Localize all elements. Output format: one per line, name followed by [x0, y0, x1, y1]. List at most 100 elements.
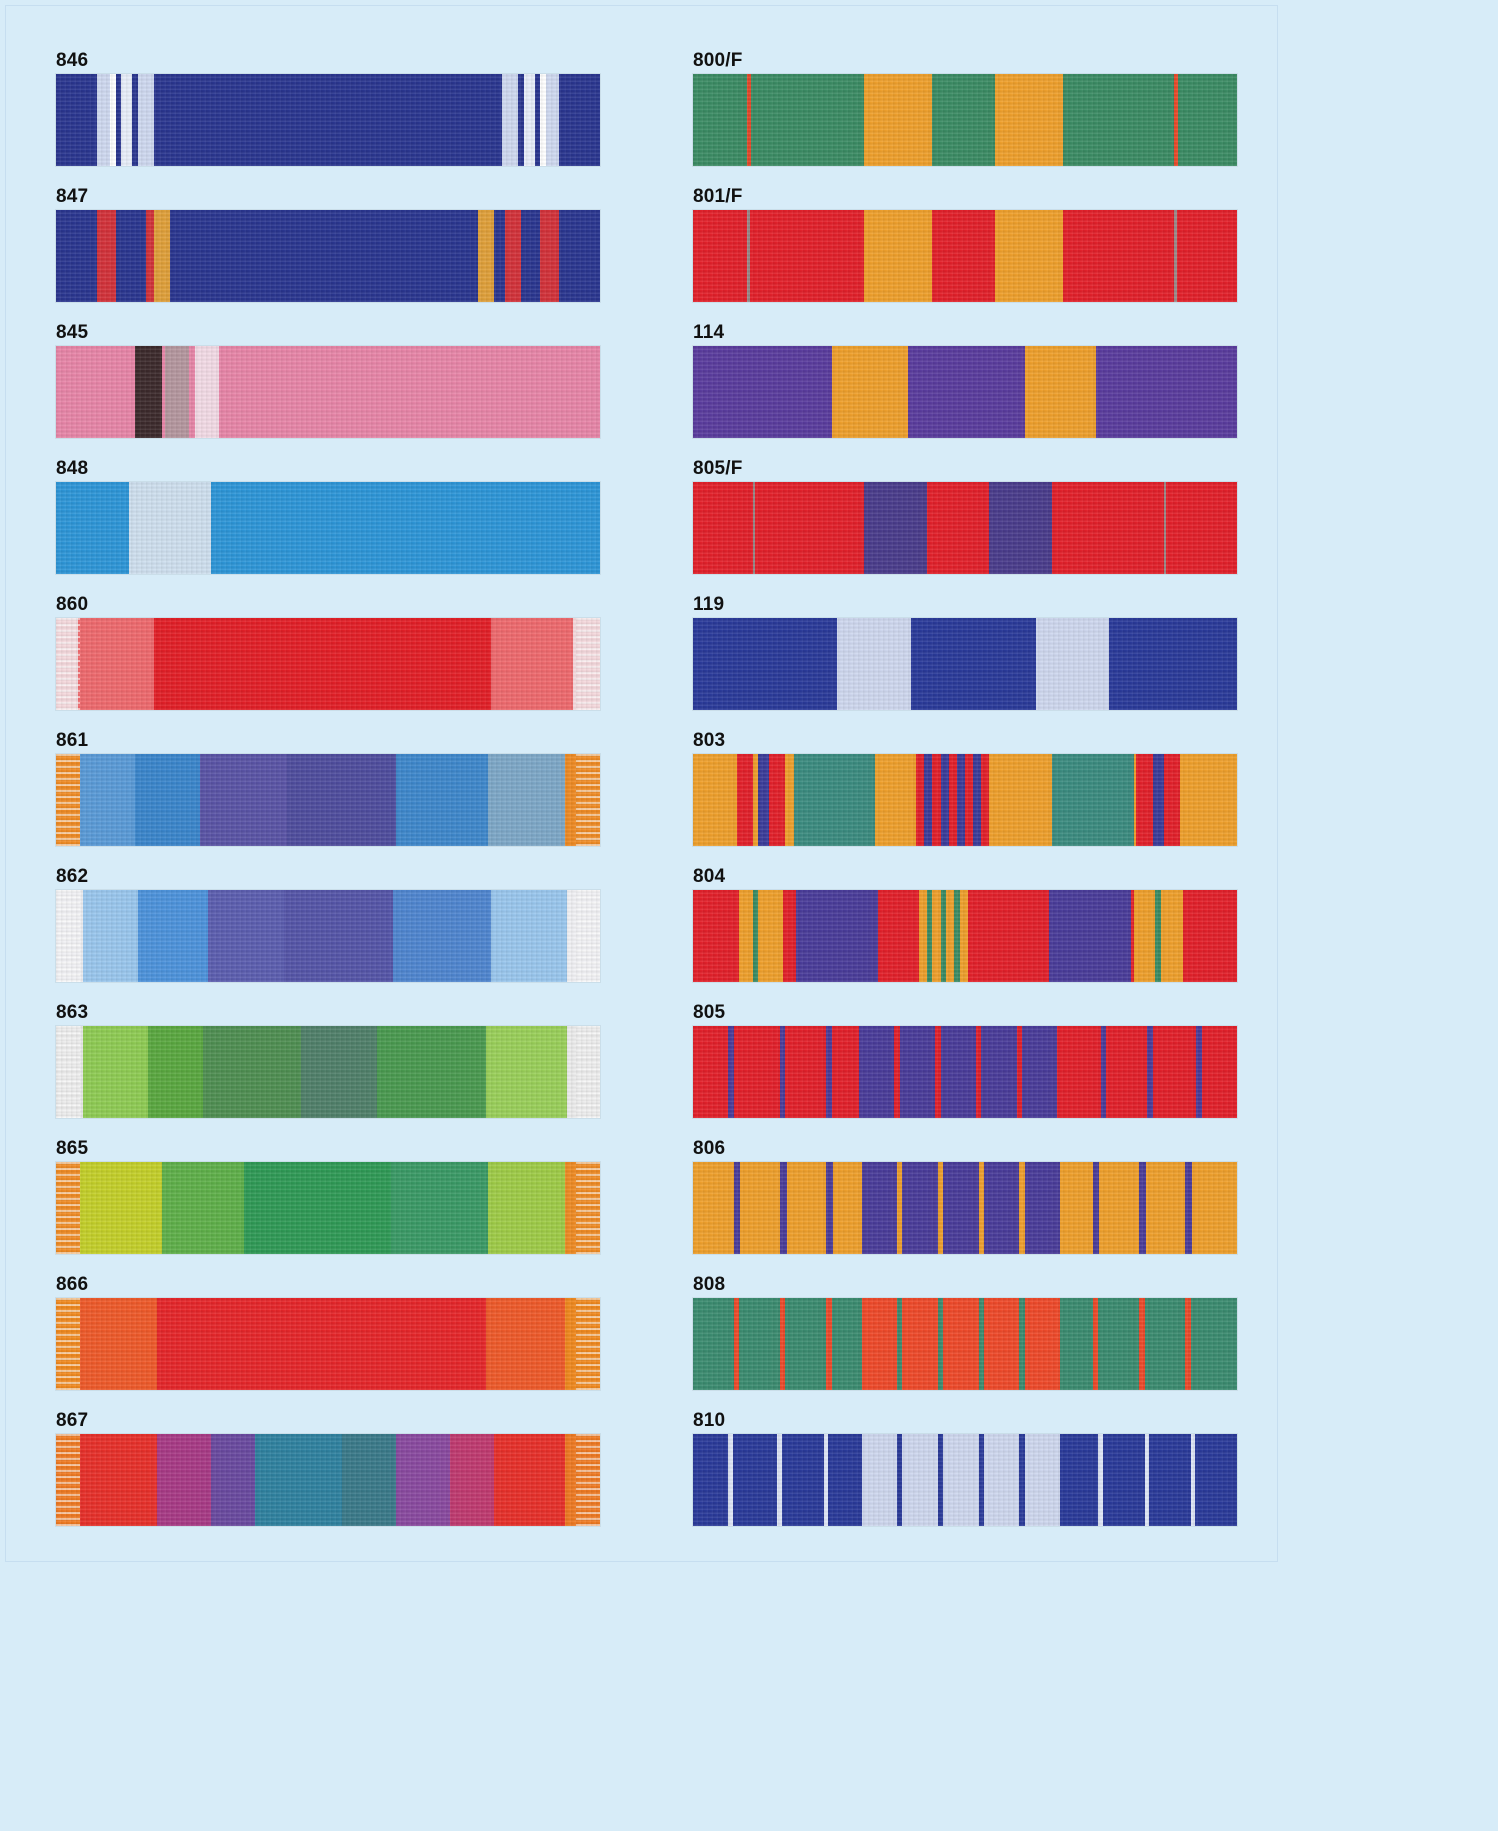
- ribbon-sample: 808: [693, 1272, 1237, 1408]
- ribbon-stripe: [156, 1434, 212, 1526]
- ribbon-swatch: [56, 1298, 600, 1390]
- right-column: 800/F 801/F 114 805/F 119 803 804 805 806 808 810: [693, 48, 1237, 1544]
- ribbon-stripe: [823, 1434, 828, 1526]
- ribbon-stripe: [932, 754, 941, 846]
- ribbon-stripe: [989, 482, 1053, 574]
- ribbon-code: 865: [56, 1138, 89, 1159]
- ribbon-stripe: [1092, 1298, 1099, 1390]
- ribbon-stripe: [56, 1434, 81, 1526]
- ribbon-stripe: [491, 890, 568, 982]
- ribbon-stripe: [981, 1026, 1017, 1118]
- ribbon-stripe: [115, 74, 122, 166]
- ribbon-stripe: [752, 890, 759, 982]
- ribbon-sample: 866: [56, 1272, 600, 1408]
- ribbon-code: 848: [56, 458, 89, 479]
- ribbon-stripe: [826, 1162, 833, 1254]
- ribbon-stripe: [502, 74, 519, 166]
- ribbon-stripe: [545, 74, 560, 166]
- ribbon-sample: 860: [56, 592, 600, 728]
- ribbon-stripe: [485, 1298, 565, 1390]
- ribbon-code: 867: [56, 1410, 89, 1431]
- ribbon-stripe: [1024, 1162, 1061, 1254]
- ribbon-code: 805: [693, 1002, 726, 1023]
- ribbon-stripe: [796, 890, 878, 982]
- ribbon-stripe: [940, 1026, 976, 1118]
- ribbon-stripe: [300, 1026, 377, 1118]
- ribbon-stripe: [984, 1434, 1020, 1526]
- ribbon-stripe: [837, 618, 911, 710]
- ribbon-code: 114: [693, 322, 725, 343]
- ribbon-stripe: [153, 210, 171, 302]
- ribbon-sample: 845: [56, 320, 600, 456]
- ribbon-stripe: [984, 1298, 1020, 1390]
- weave-texture: [693, 482, 1237, 574]
- ribbon-stripe: [924, 754, 933, 846]
- ribbon-code: 862: [56, 866, 89, 887]
- ribbon-swatch: [693, 346, 1237, 438]
- ribbon-swatch: [56, 890, 600, 982]
- ribbon-code: 845: [56, 322, 89, 343]
- ribbon-sample: 800/F: [693, 48, 1237, 184]
- ribbon-code: 801/F: [693, 186, 743, 207]
- ribbon-sample: 801/F: [693, 184, 1237, 320]
- ribbon-swatch: [56, 1026, 600, 1118]
- ribbon-stripe: [902, 1434, 938, 1526]
- ribbon-code: 861: [56, 730, 89, 751]
- ribbon-stripe: [1185, 1298, 1191, 1390]
- ribbon-swatch: [56, 482, 600, 574]
- ribbon-stripe: [1190, 1434, 1196, 1526]
- ribbon-swatch: [693, 482, 1237, 574]
- ribbon-stripe: [1196, 1026, 1202, 1118]
- ribbon-stripe: [1139, 1162, 1146, 1254]
- ribbon-stripe: [965, 754, 974, 846]
- ribbon-stripe: [1174, 210, 1177, 302]
- ribbon-stripe: [1152, 754, 1164, 846]
- ribbon-stripe: [994, 210, 1063, 302]
- ribbon-stripe: [534, 74, 541, 166]
- ribbon-swatch: [56, 346, 600, 438]
- ribbon-stripe: [780, 1162, 787, 1254]
- ribbon-stripe: [341, 1434, 396, 1526]
- ribbon-stripe: [491, 618, 573, 710]
- ribbon-swatch: [56, 210, 600, 302]
- ribbon-stripe: [831, 346, 908, 438]
- ribbon-stripe: [202, 1026, 301, 1118]
- ribbon-stripe: [902, 1298, 938, 1390]
- ribbon-stripe: [80, 1434, 157, 1526]
- ribbon-sample: 865: [56, 1136, 600, 1272]
- ribbon-stripe: [96, 210, 116, 302]
- ribbon-stripe: [254, 1434, 342, 1526]
- ribbon-swatch: [693, 74, 1237, 166]
- ribbon-swatch: [56, 618, 600, 710]
- ribbon-sample: 114: [693, 320, 1237, 456]
- ribbon-stripe: [211, 1434, 255, 1526]
- left-column: 846 847 845 848 860 861 862 863 865 866 867: [56, 48, 600, 1544]
- ribbon-stripe: [396, 1434, 451, 1526]
- ribbon-swatch: [693, 210, 1237, 302]
- ribbon-stripe: [137, 74, 154, 166]
- ribbon-stripe: [132, 74, 138, 166]
- ribbon-swatch: [693, 618, 1237, 710]
- ribbon-stripe: [287, 754, 396, 846]
- ribbon-code: 119: [693, 594, 725, 615]
- ribbon-stripe: [200, 754, 288, 846]
- ribbon-stripe: [769, 754, 786, 846]
- weave-texture: [693, 618, 1237, 710]
- ribbon-stripe: [780, 1026, 786, 1118]
- ribbon-stripe: [747, 74, 751, 166]
- ribbon-stripe: [396, 754, 489, 846]
- ribbon-stripe: [752, 482, 755, 574]
- ribbon-stripe: [518, 74, 524, 166]
- ribbon-sample: 867: [56, 1408, 600, 1544]
- ribbon-stripe: [1092, 1162, 1100, 1254]
- ribbon-stripe: [916, 754, 925, 846]
- ribbon-sample: 861: [56, 728, 600, 864]
- ribbon-stripe: [864, 482, 927, 574]
- ribbon-stripe: [564, 1298, 600, 1390]
- ribbon-stripe: [137, 890, 209, 982]
- ribbon-stripe: [56, 1298, 81, 1390]
- ribbon-stripe: [243, 1162, 391, 1254]
- ribbon-stripe: [777, 1434, 782, 1526]
- ribbon-stripe: [564, 754, 600, 846]
- ribbon-stripe: [56, 890, 84, 982]
